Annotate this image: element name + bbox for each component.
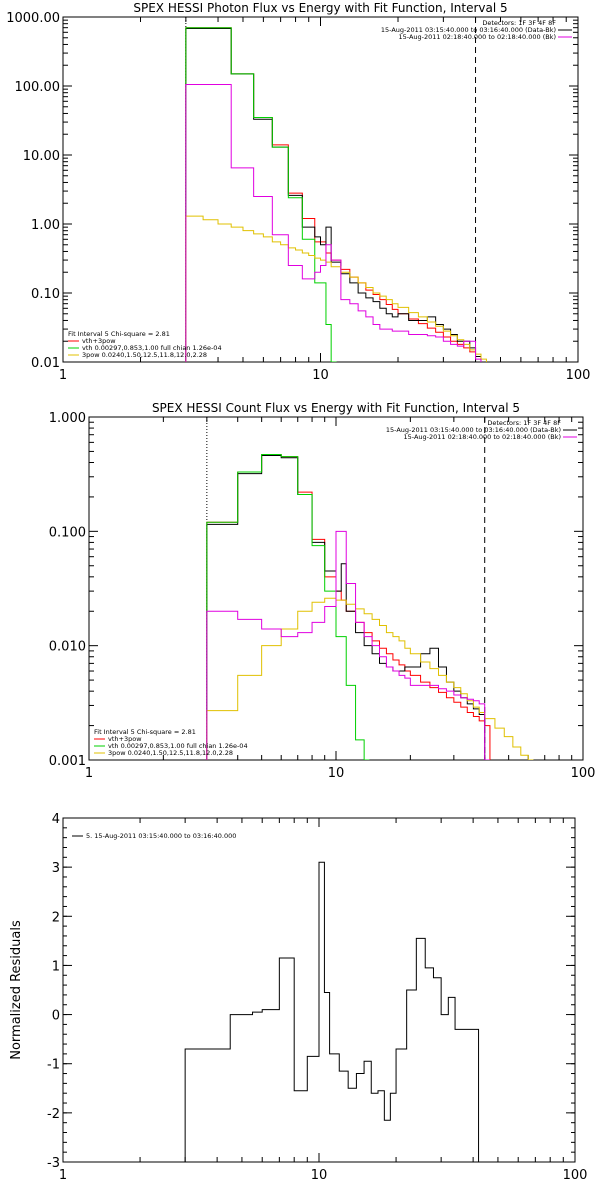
chart-title: SPEX HESSI Count Flux vs Energy with Fit…: [152, 401, 520, 415]
x-tick-label: 100: [563, 1168, 588, 1183]
y-tick-label: -2: [47, 1107, 60, 1122]
y-tick-label: 1: [52, 959, 60, 974]
series-data-bk-line: [206, 455, 490, 760]
series-data-bk-line: [185, 28, 482, 362]
series-3pow-line: [206, 597, 534, 760]
series-5-15-aug-2011-03-15-40-000-to-03-16-40-000-line: [184, 861, 480, 1162]
panel-1: SPEX HESSI Photon Flux vs Energy with Fi…: [6, 1, 590, 383]
legend-top-right-entry: 15-Aug-2011 02:18:40.000 to 02:18:40.000…: [399, 33, 556, 41]
y-tick-label: 10.00: [23, 149, 60, 164]
x-tick-label: 1: [85, 766, 93, 781]
y-tick-label: 0: [52, 1009, 60, 1024]
y-axis-label: Normalized Residuals: [9, 920, 24, 1060]
y-tick-label: 2: [52, 910, 60, 925]
legend-bottom-left-entry: vth+3pow: [108, 735, 142, 743]
x-tick-label: 10: [312, 368, 329, 383]
y-tick-label: 100.00: [15, 80, 61, 95]
x-tick-label: 10: [311, 1168, 328, 1183]
y-tick-label: -1: [47, 1058, 60, 1073]
legend-bottom-left-entry: 3pow 0.0240,1.50,12.5,11.8,12.0,2.28: [108, 749, 233, 757]
y-tick-label: 4: [52, 812, 60, 827]
x-tick-label: 1: [59, 368, 67, 383]
y-tick-label: -3: [47, 1156, 60, 1171]
legend-bottom-left-entry: vth+3pow: [82, 337, 116, 345]
plot-frame: [62, 16, 579, 363]
y-tick-label: 0.100: [49, 525, 86, 540]
x-tick-label: 100: [566, 368, 591, 383]
y-tick-label: 0.001: [49, 754, 86, 769]
panel-2: SPEX HESSI Count Flux vs Energy with Fit…: [49, 401, 596, 781]
legend-top-right-entry: Detectors: 1F 3F 4F 8F: [482, 19, 556, 27]
y-tick-label: 1000.00: [6, 11, 60, 26]
plot-area: [185, 17, 487, 362]
series-vth-line: [206, 453, 370, 760]
legend-top-right-entry: 15-Aug-2011 02:18:40.000 to 02:18:40.000…: [404, 433, 561, 441]
y-tick-label: 0.01: [31, 356, 60, 371]
legend-top-left-entry: 5. 15-Aug-2011 03:15:40.000 to 03:16:40.…: [86, 832, 236, 840]
legend-bottom-left-entry: vth 0.00297,0.853,1.00 full chian 1.26e-…: [82, 344, 222, 352]
plot-area: [184, 861, 480, 1162]
x-tick-label: 100: [571, 766, 596, 781]
y-tick-label: 3: [52, 861, 60, 876]
x-tick-label: 10: [328, 766, 345, 781]
y-tick-label: 1.00: [31, 218, 60, 233]
legend-bottom-left-entry: Fit Interval 5 Chi-square = 2.81: [68, 330, 170, 338]
y-tick-label: 0.10: [31, 287, 60, 302]
plot-area: [206, 417, 534, 760]
series-vth-3pow-line: [206, 453, 491, 760]
legend-top-right-entry: Detectors: 1F 3F 4F 8F: [487, 419, 561, 427]
y-tick-label: 0.010: [49, 640, 86, 655]
legend-bottom-left-entry: vth 0.00297,0.853,1.00 full chian 1.26e-…: [108, 742, 248, 750]
legend-top-right-entry: 15-Aug-2011 03:15:40.000 to 03:16:40.000…: [386, 426, 561, 434]
legend-bottom-left-entry: Fit Interval 5 Chi-square = 2.81: [94, 728, 196, 736]
legend-bottom-left-entry: 3pow 0.0240,1.50,12.5,11.8,12.0,2.28: [82, 351, 207, 359]
y-tick-label: 1.000: [49, 411, 86, 426]
x-tick-label: 1: [59, 1168, 67, 1183]
series-vth-line: [185, 27, 337, 362]
legend-top-right-entry: 15-Aug-2011 03:15:40.000 to 03:16:40.000…: [381, 26, 556, 34]
series-bk-line: [206, 530, 490, 760]
chart-title: SPEX HESSI Photon Flux vs Energy with Fi…: [133, 1, 507, 15]
series-bk-line: [185, 84, 482, 362]
series-vth-3pow-line: [185, 27, 482, 362]
series-3pow-line: [185, 215, 487, 362]
